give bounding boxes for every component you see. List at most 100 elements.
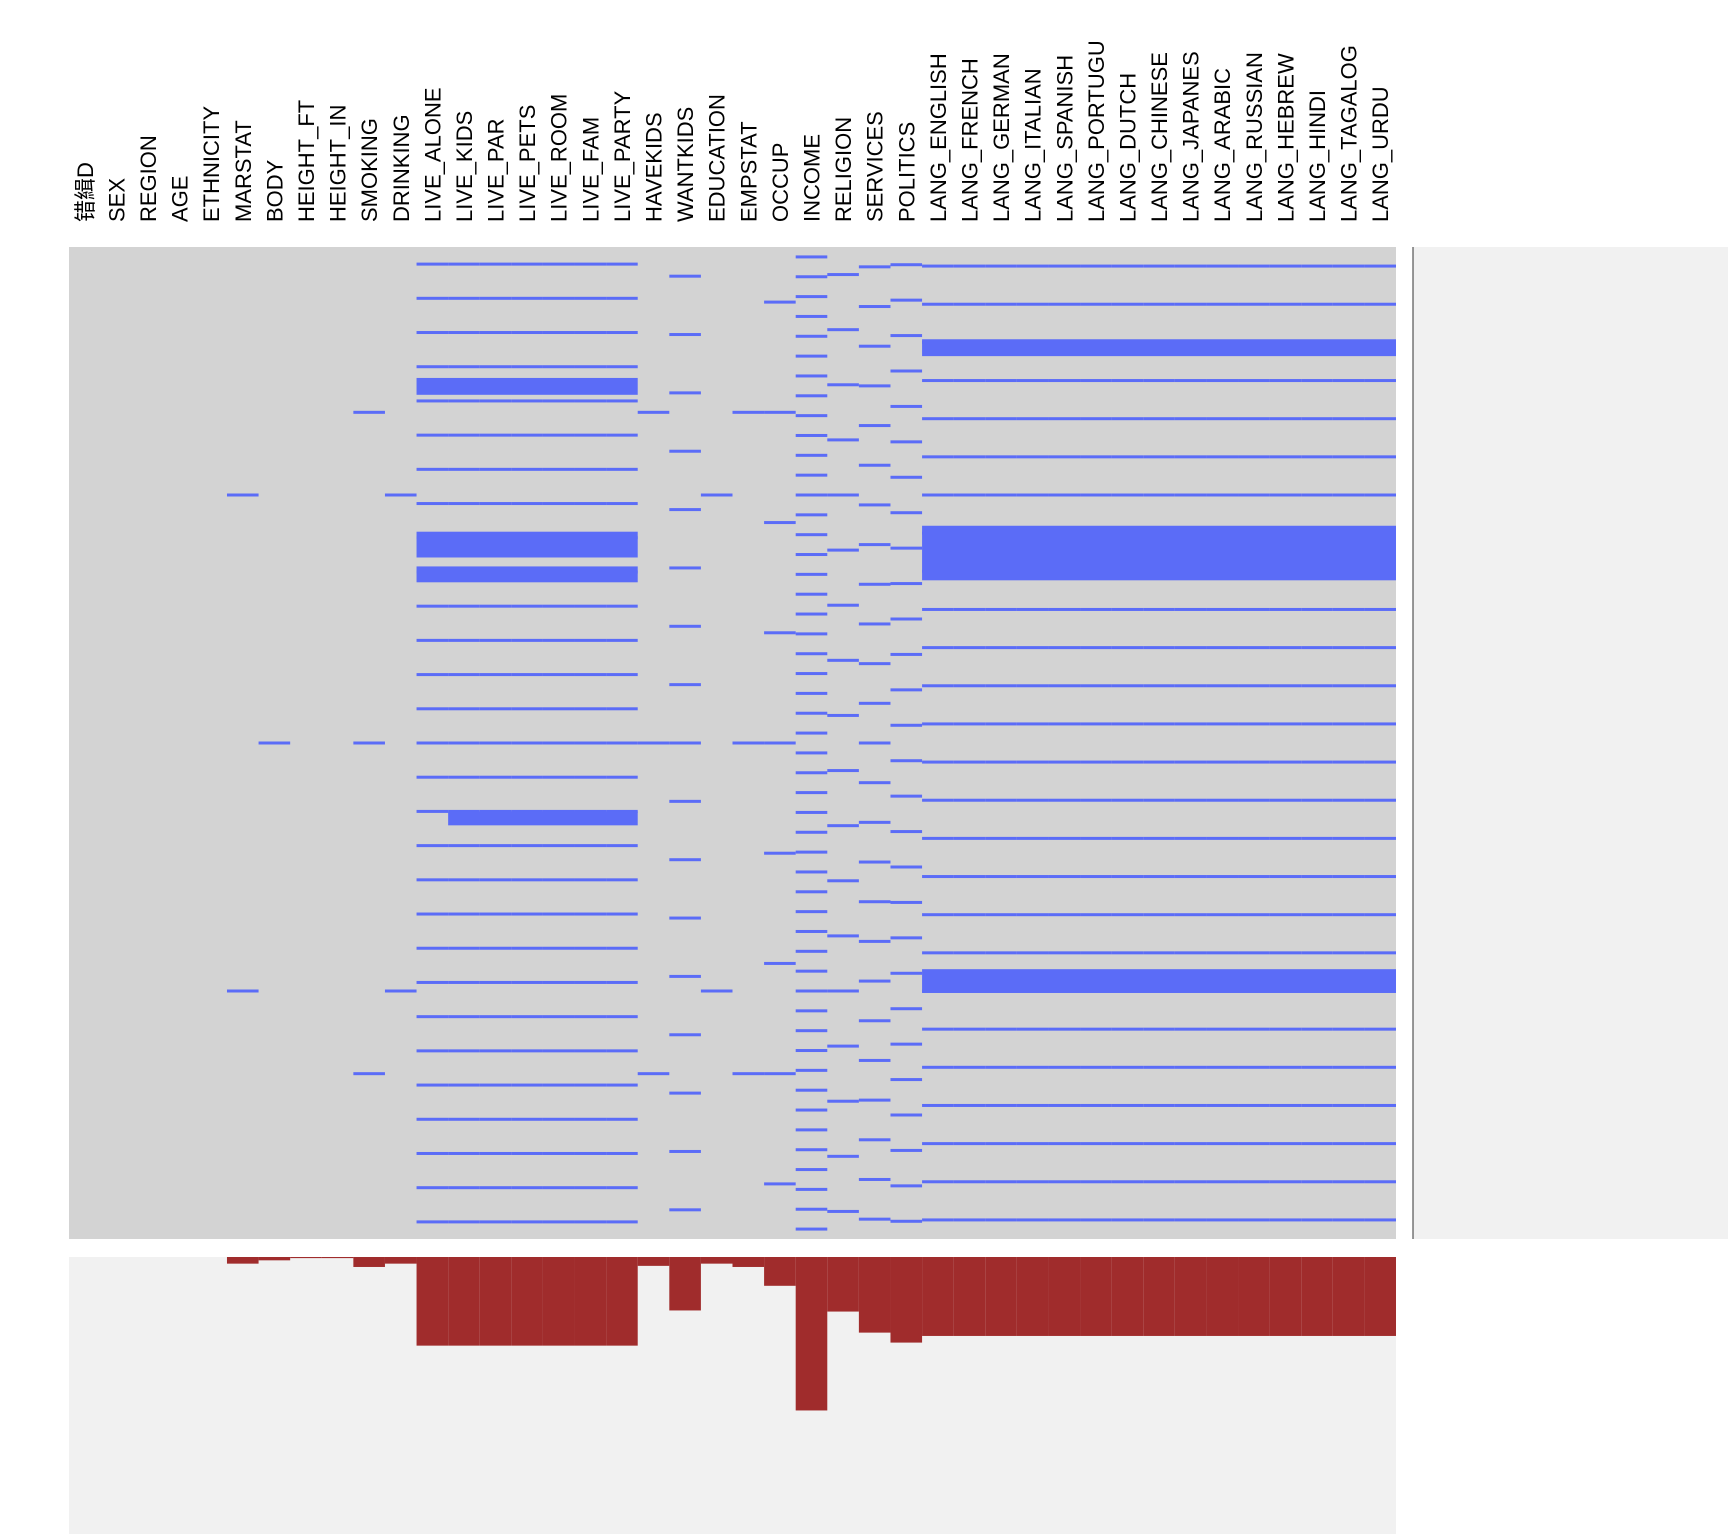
missing-stripe [1080, 1027, 1112, 1031]
missing-stripe [1206, 302, 1239, 306]
missing-stripe [511, 638, 543, 642]
missing-stripe [1332, 264, 1365, 268]
missing-stripe [985, 264, 1017, 268]
missing-stripe [1301, 875, 1333, 879]
missing-stripe [606, 1151, 638, 1155]
missing-stripe [416, 741, 449, 745]
column-label: HAVEKIDS [642, 112, 667, 222]
missing-stripe [795, 632, 828, 636]
missing-stripe [1080, 646, 1112, 650]
missing-stripe [511, 1186, 543, 1190]
missing-stripe [1143, 913, 1175, 917]
missing-stripe [953, 417, 986, 421]
missing-band [448, 811, 638, 826]
missing-bar [1080, 1257, 1112, 1336]
missing-stripe [922, 1180, 954, 1184]
missing-stripe [511, 809, 543, 813]
missing-stripe [1269, 836, 1302, 840]
missing-stripe [1301, 760, 1333, 764]
missing-stripe [542, 502, 575, 506]
missing-stripe [890, 1042, 923, 1046]
missing-stripe [985, 836, 1017, 840]
missing-stripe [574, 1151, 607, 1155]
missing-stripe [1269, 1103, 1302, 1107]
missing-bar [1206, 1257, 1239, 1336]
missing-stripe [511, 1049, 543, 1053]
missing-stripe [1332, 417, 1365, 421]
missing-stripe [1016, 264, 1049, 268]
column-label: LIVE_ALONE [420, 87, 445, 222]
missing-stripe [858, 1217, 891, 1221]
missing-stripe [1301, 1180, 1333, 1184]
missing-stripe [574, 365, 607, 369]
missing-stripe [574, 844, 607, 848]
missing-stripe [1048, 951, 1081, 955]
missing-stripe [448, 741, 480, 745]
column-label: INCOME [799, 134, 824, 222]
missing-stripe [574, 331, 607, 335]
missing-stripe [1080, 1142, 1112, 1146]
missing-stripe [1364, 1218, 1396, 1222]
missing-stripe [922, 875, 954, 879]
missing-stripe [1301, 302, 1333, 306]
missing-stripe [1301, 1142, 1333, 1146]
column-label: LIVE_FAM [578, 117, 603, 222]
missing-stripe [890, 1148, 923, 1152]
missing-stripe [511, 399, 543, 403]
missing-stripe [1364, 417, 1396, 421]
missing-stripe [890, 794, 923, 798]
missing-stripe [1364, 646, 1396, 650]
missing-bar [226, 1257, 259, 1264]
missing-stripe [669, 391, 701, 395]
missing-stripe [1111, 417, 1144, 421]
missing-stripe [953, 1180, 986, 1184]
missing-stripe [448, 467, 480, 471]
missing-stripe [479, 1151, 512, 1155]
missing-stripe [858, 503, 891, 507]
missing-stripe [511, 502, 543, 506]
missing-stripe [858, 1019, 891, 1023]
missing-stripe [384, 989, 417, 993]
missing-stripe [922, 760, 954, 764]
missing-bar [606, 1257, 638, 1346]
missing-stripe [1174, 379, 1207, 383]
column-label: LIVE_ROOM [547, 94, 572, 222]
missing-stripe [511, 1015, 543, 1019]
missing-stripe [1206, 646, 1239, 650]
missing-stripe [795, 334, 828, 338]
missing-stripe [953, 913, 986, 917]
missing-stripe [1364, 760, 1396, 764]
missing-stripe [416, 809, 449, 813]
missing-stripe [542, 878, 575, 882]
missing-stripe [1269, 951, 1302, 955]
missing-stripe [1048, 417, 1081, 421]
missing-stripe [416, 673, 449, 677]
column-label: LANG_PORTUGU [1084, 40, 1109, 222]
missing-stripe [890, 1219, 923, 1223]
missing-stripe [795, 394, 828, 398]
missing-stripe [1080, 1180, 1112, 1184]
missing-stripe [479, 912, 512, 916]
missing-stripe [985, 875, 1017, 879]
missing-bar [1143, 1257, 1175, 1336]
missing-stripe [1301, 684, 1333, 688]
missing-stripe [1269, 607, 1302, 611]
missing-stripe [574, 741, 607, 745]
missing-stripe [1080, 455, 1112, 459]
missing-stripe [1364, 1142, 1396, 1146]
missing-stripe [1332, 493, 1365, 497]
missing-stripe [1301, 951, 1333, 955]
missing-stripe [858, 701, 891, 705]
missing-stripe [353, 410, 385, 414]
missing-stripe [795, 1168, 828, 1172]
missing-stripe [1080, 264, 1112, 268]
missing-stripe [448, 502, 480, 506]
missing-stripe [827, 1154, 859, 1158]
missing-stripe [1080, 913, 1112, 917]
missing-stripe [1174, 875, 1207, 879]
missing-stripe [1238, 836, 1270, 840]
missing-stripe [448, 1117, 480, 1121]
missing-stripe [795, 1187, 828, 1191]
missing-stripe [890, 582, 923, 586]
column-label: REGION [136, 135, 161, 222]
